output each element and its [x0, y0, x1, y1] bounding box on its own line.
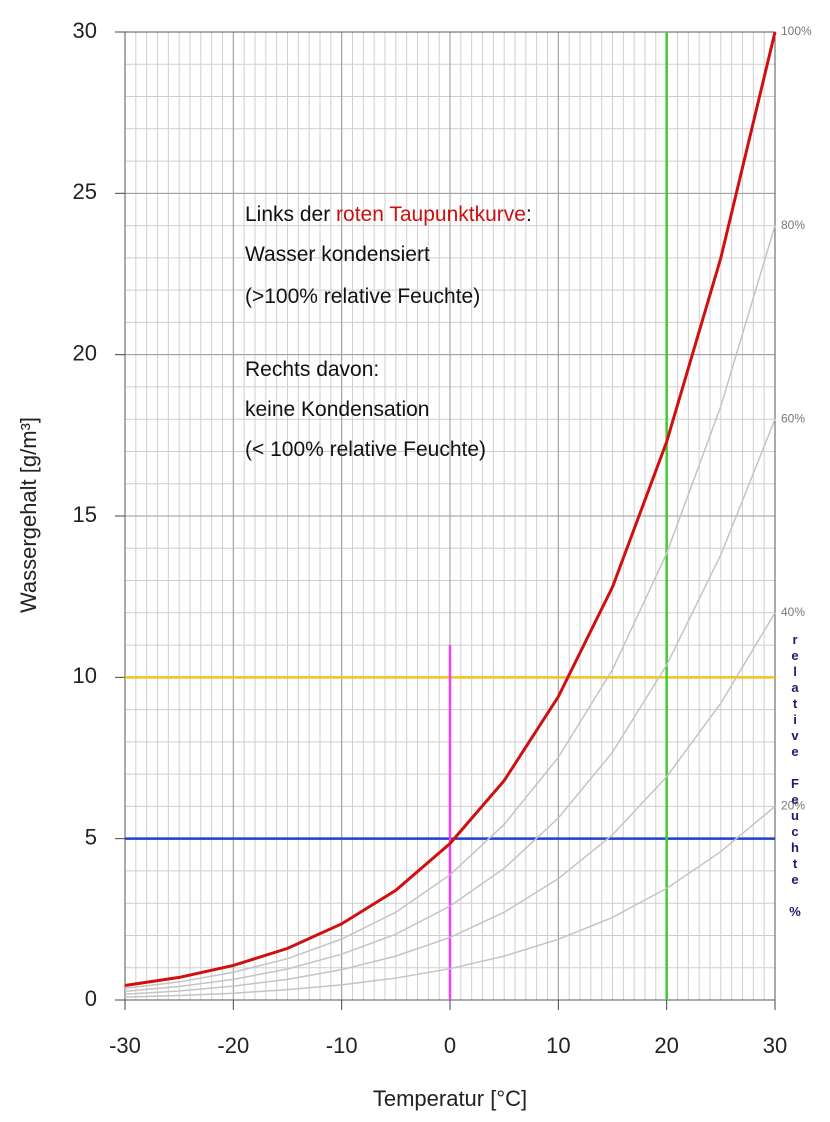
series-label: 40% [781, 605, 805, 619]
annotation: keine Kondensation [245, 398, 429, 421]
x-tick-label: 20 [654, 1033, 678, 1058]
y-tick-label: 0 [85, 986, 97, 1011]
series-line [124, 612, 776, 995]
y-tick-label: 30 [73, 18, 97, 43]
series-label: 100% [781, 24, 812, 38]
x-tick-label: -10 [326, 1033, 358, 1058]
annotation-text: : [526, 203, 532, 226]
annotation: Links der roten Taupunktkurve: [245, 203, 532, 226]
annotation-text: Links der [245, 203, 336, 226]
series-label: 80% [781, 218, 805, 232]
annotation-text: Wasser kondensiert [245, 243, 430, 266]
annotation-text: (>100% relative Feuchte) [245, 285, 480, 308]
x-tick-label: 10 [546, 1033, 570, 1058]
annotation: (>100% relative Feuchte) [245, 285, 480, 308]
y-axis-label: Wassergehalt [g/m³] [16, 417, 41, 613]
annotation-text: roten Taupunktkurve [336, 203, 526, 226]
x-tick-label: -20 [217, 1033, 249, 1058]
x-tick-label: -30 [109, 1033, 141, 1058]
x-tick-label: 0 [444, 1033, 456, 1058]
annotation-text: (< 100% relative Feuchte) [245, 438, 486, 461]
y-tick-label: 5 [85, 824, 97, 849]
series-line [124, 31, 777, 987]
x-tick-label: 30 [763, 1033, 787, 1058]
annotation: (< 100% relative Feuchte) [245, 438, 486, 461]
y-tick-label: 20 [73, 340, 97, 365]
right-label: relative Feuchte % [788, 632, 803, 920]
annotation: Rechts davon: [245, 358, 379, 381]
annotation-text: keine Kondensation [245, 398, 429, 421]
series-line [124, 418, 776, 993]
y-tick-label: 10 [73, 663, 97, 688]
series-label: 20% [781, 799, 805, 813]
series-line [124, 805, 776, 998]
annotation-text: Rechts davon: [245, 358, 379, 381]
y-tick-label: 25 [73, 179, 97, 204]
x-axis-label: Temperatur [°C] [373, 1086, 527, 1111]
annotation: Wasser kondensiert [245, 243, 430, 266]
series-line [124, 225, 776, 990]
y-tick-label: 15 [73, 502, 97, 527]
series-label: 60% [781, 411, 805, 425]
